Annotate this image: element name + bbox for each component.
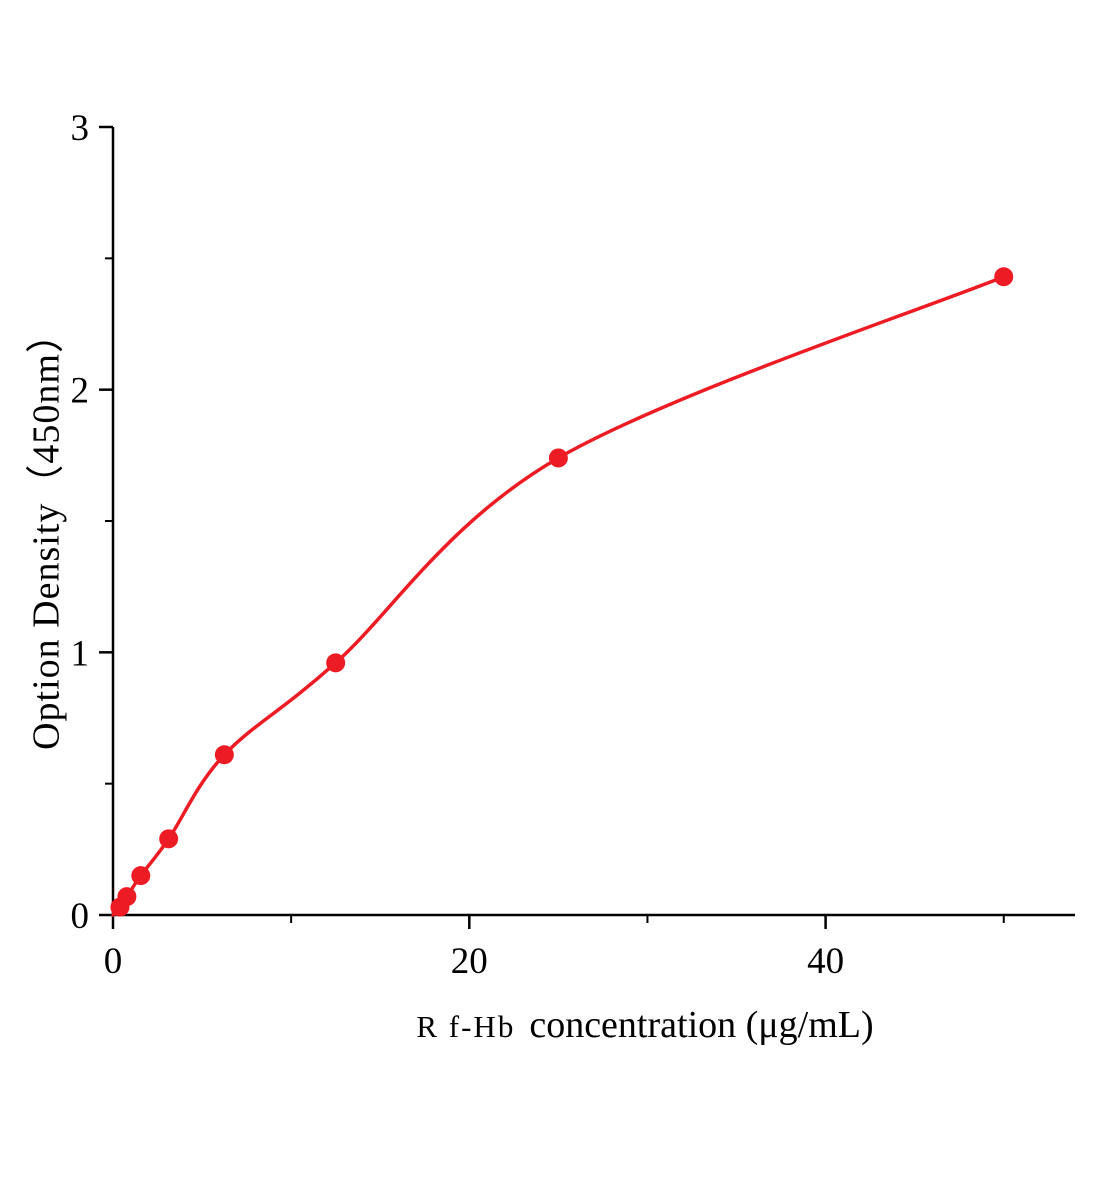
- y-tick-label: 1: [71, 633, 90, 674]
- data-point: [994, 267, 1014, 287]
- fit-curve: [111, 274, 1006, 917]
- data-point: [214, 745, 234, 765]
- x-tick-label: 20: [451, 941, 488, 982]
- x-axis-label-rest: concentration (μg/mL): [529, 1004, 874, 1046]
- data-point: [326, 653, 346, 673]
- x-tick-label: 40: [807, 941, 844, 982]
- y-tick-label: 3: [71, 108, 90, 149]
- data-point: [548, 448, 568, 468]
- x-axis-label: R f-Hb concentration (μg/mL): [416, 1003, 873, 1047]
- data-point: [131, 866, 151, 886]
- y-axis-label: Option Density（450nm）: [25, 314, 68, 750]
- y-tick-label: 0: [71, 896, 90, 937]
- x-axis-label-prefix: R f-Hb: [416, 1009, 516, 1044]
- data-point: [159, 829, 179, 849]
- y-tick-label: 2: [71, 371, 90, 412]
- data-point: [117, 887, 137, 907]
- x-tick-label: 0: [104, 941, 123, 982]
